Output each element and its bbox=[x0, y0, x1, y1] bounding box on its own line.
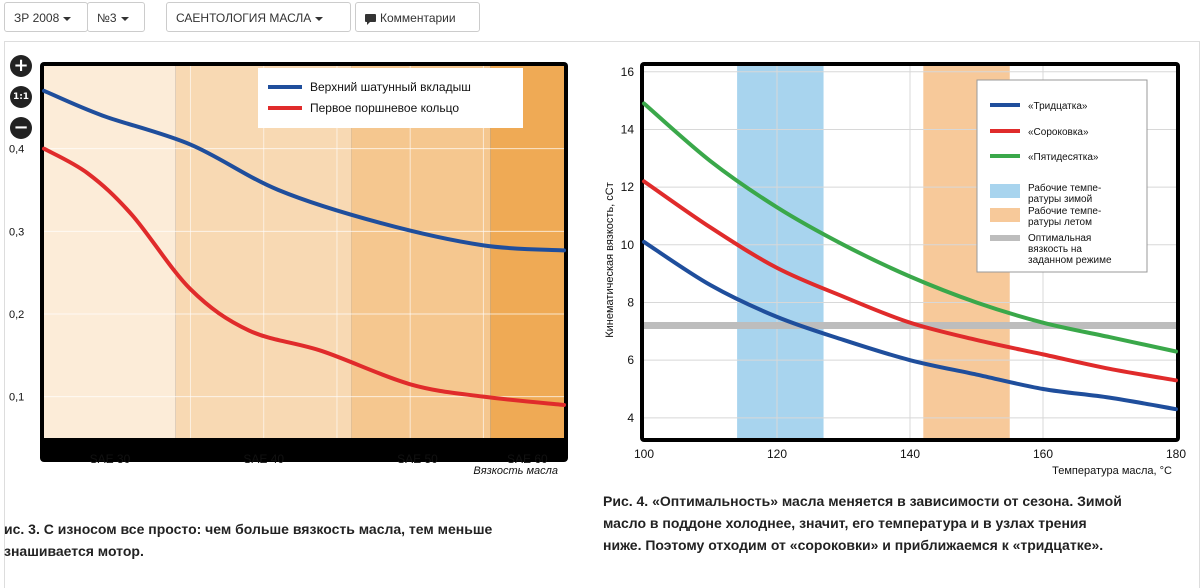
right-series-line-3 bbox=[642, 101, 1178, 354]
legend-label-optimal-1: Оптимальная bbox=[1028, 233, 1091, 244]
legend-label-pyat: «Пятидесятка» bbox=[1028, 152, 1099, 163]
right-caption-line-1: Рис. 4. «Оптимальность» масла меняется в… bbox=[603, 493, 1122, 509]
left-y-tick-label: 0,4 bbox=[9, 144, 24, 156]
left-chart: 0,4 0,3 0,2 0,1 SAE 30 SAE 40 SAE 50 SAE 60 Вя… bbox=[9, 62, 568, 477]
right-caption-line-2: масло в поддоне холоднее, значит, его те… bbox=[603, 515, 1087, 531]
issue-label: №3 bbox=[97, 11, 117, 25]
zoom-in-icon: + bbox=[13, 55, 29, 76]
left-y-tick-label: 0,1 bbox=[9, 392, 24, 404]
legend-label-winter-2: ратуры зимой bbox=[1028, 194, 1092, 205]
left-legend: Верхний шатунный вкладыш Первое поршнево… bbox=[258, 68, 523, 128]
left-caption-line-2: знашивается мотор. bbox=[4, 543, 144, 559]
left-legend-label-blue: Верхний шатунный вкладыш bbox=[310, 80, 471, 94]
zoom-in-button[interactable]: + bbox=[10, 55, 32, 77]
comment-icon bbox=[365, 13, 376, 25]
left-x-tick-label: SAE 40 bbox=[243, 452, 284, 466]
image-viewer bbox=[4, 41, 1200, 588]
zoom-reset-icon: 1:1 bbox=[12, 92, 30, 102]
legend-label-summer-1: Рабочие темпе- bbox=[1028, 205, 1101, 217]
comments-button[interactable]: Комментарии bbox=[355, 2, 480, 32]
legend-swatch-summer bbox=[990, 208, 1020, 222]
year-label: ЗР 2008 bbox=[14, 11, 60, 25]
left-series-line-1 bbox=[42, 88, 566, 253]
section-label: САЕНТОЛОГИЯ МАСЛА bbox=[176, 11, 312, 25]
toolbar: ЗР 2008 №3 САЕНТОЛОГИЯ МАСЛА Комментарии bbox=[0, 0, 1201, 40]
right-y-tick-label: 14 bbox=[621, 122, 635, 136]
right-x-tick-label: 100 bbox=[634, 447, 654, 461]
legend-label-tri: «Тридцатка» bbox=[1028, 101, 1088, 112]
right-figure-caption: Рис. 4. «Оптимальность» масла меняется в… bbox=[603, 490, 1193, 556]
right-x-tick-label: 120 bbox=[767, 447, 787, 461]
legend-label-winter-1: Рабочие темпе- bbox=[1028, 182, 1101, 194]
year-dropdown[interactable]: ЗР 2008 bbox=[4, 2, 88, 32]
right-x-tick-label: 180 bbox=[1166, 447, 1186, 461]
left-series-line-2 bbox=[42, 146, 566, 407]
zoom-out-button[interactable]: − bbox=[10, 117, 32, 139]
caret-down-icon bbox=[63, 16, 72, 21]
right-legend: «Тридцатка» «Сороковка» «Пятидесятка» Ра… bbox=[976, 79, 1148, 273]
left-x-tick-label: SAE 50 bbox=[397, 452, 438, 466]
right-x-axis-label: Температура масла, °С bbox=[1052, 465, 1172, 477]
right-x-tick-label: 140 bbox=[900, 447, 920, 461]
right-y-tick-label: 4 bbox=[627, 411, 634, 425]
right-chart: 16 14 12 10 8 6 4 100 120 140 160 180 Кинематическ… bbox=[604, 62, 1186, 477]
zoom-reset-button[interactable]: 1:1 bbox=[10, 86, 32, 108]
legend-label-sor: «Сороковка» bbox=[1028, 127, 1089, 138]
left-legend-label-red: Первое поршневое кольцо bbox=[310, 101, 459, 115]
section-dropdown[interactable]: САЕНТОЛОГИЯ МАСЛА bbox=[166, 2, 351, 32]
left-band-1 bbox=[44, 66, 176, 438]
right-y-tick-label: 6 bbox=[627, 353, 634, 367]
legend-swatch-winter bbox=[990, 184, 1020, 198]
comments-label: Комментарии bbox=[380, 11, 456, 25]
left-y-tick-label: 0,2 bbox=[9, 309, 24, 321]
legend-label-optimal-2: вязкость на bbox=[1028, 244, 1082, 255]
left-x-axis-label: Вязкость масла bbox=[473, 465, 558, 477]
caret-down-icon bbox=[315, 16, 324, 21]
right-y-tick-label: 10 bbox=[621, 238, 635, 252]
left-caption-line-1: ис. 3. С износом все просто: чем больше … bbox=[4, 521, 493, 537]
right-y-tick-label: 8 bbox=[627, 295, 634, 309]
right-x-tick-label: 160 bbox=[1033, 447, 1053, 461]
right-y-tick-label: 12 bbox=[621, 180, 635, 194]
right-y-axis-label: Кинематическая вязкость, сСт bbox=[604, 182, 616, 338]
left-x-tick-label: SAE 30 bbox=[90, 452, 131, 466]
left-y-tick-label: 0,3 bbox=[9, 226, 24, 238]
right-y-tick-label: 16 bbox=[621, 65, 635, 79]
right-caption-line-3: ниже. Поэтому отходим от «сороковки» и п… bbox=[603, 537, 1104, 553]
legend-label-summer-2: ратуры летом bbox=[1028, 217, 1092, 228]
issue-dropdown[interactable]: №3 bbox=[87, 2, 145, 32]
caret-down-icon bbox=[120, 16, 129, 21]
zoom-out-icon: − bbox=[13, 117, 29, 138]
left-x-tick-label: SAE 60 bbox=[507, 452, 548, 466]
left-figure-caption: ис. 3. С износом все просто: чем больше … bbox=[4, 518, 584, 562]
right-series-line-1 bbox=[642, 239, 1178, 412]
right-series-line-2 bbox=[642, 179, 1178, 383]
legend-label-optimal-3: заданном режиме bbox=[1028, 255, 1112, 266]
